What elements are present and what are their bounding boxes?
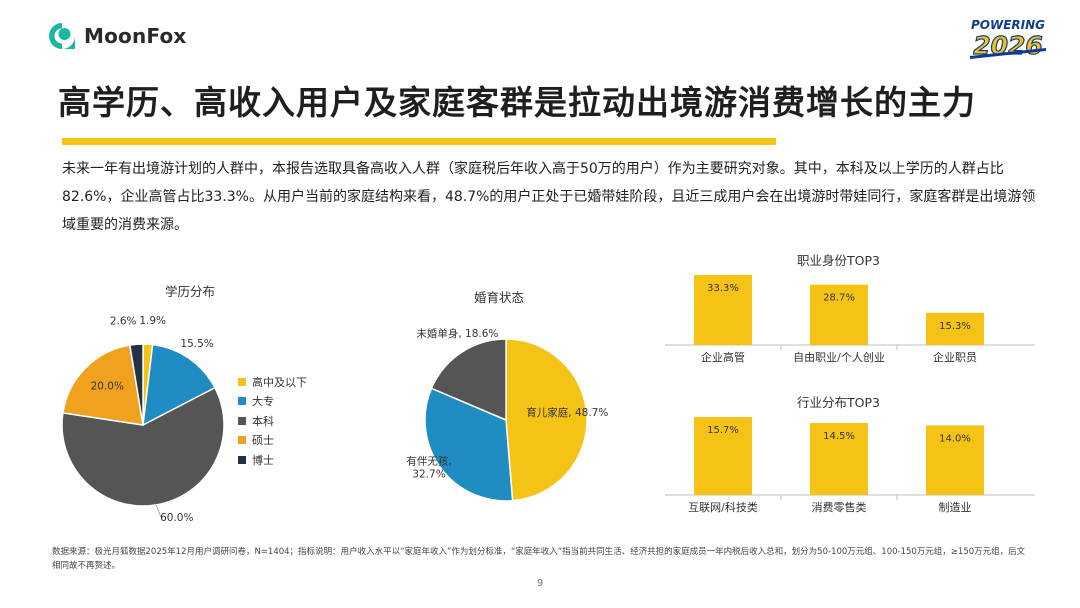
bar-value-0: 33.3%: [707, 283, 739, 294]
legend-item-3: 硕士: [238, 431, 307, 451]
legend-item-1: 大专: [238, 392, 307, 412]
bar-category-2: 制造业: [939, 500, 972, 514]
data-source-footnote: 数据来源：极光月狐数据2025年12月用户调研问卷，N=1404；指标说明：用户…: [52, 547, 1026, 571]
legend-label-0: 高中及以下: [252, 375, 307, 389]
bar-category-0: 企业高管: [701, 350, 745, 364]
legend-item-2: 本科: [238, 411, 307, 431]
legend-item-0: 高中及以下: [238, 372, 307, 392]
occupation-bar-chart: 33.3% 企业高管 28.7% 自由职业/个人创业 15.3% 企业职员: [665, 275, 1035, 364]
page-title: 高学历、高收入用户及家庭客群是拉动出境游消费增长的主力: [58, 83, 976, 122]
pie-slice-2: [61, 386, 225, 507]
bar-0: [694, 275, 752, 345]
pie-slice-3: [62, 344, 144, 426]
legend-item-4: 博士: [238, 450, 307, 470]
marital-pie-chart: 育儿家庭, 48.7% 有伴无孩,32.7% 未婚单身, 18.6%: [406, 327, 608, 502]
pie-label-0: 育儿家庭, 48.7%: [526, 406, 608, 419]
powering-2026-badge: POWERING 2026: [970, 18, 1046, 60]
legend-label-1: 大专: [252, 395, 274, 409]
legend-swatch-3: [238, 436, 246, 445]
legend-swatch-2: [238, 416, 246, 425]
legend-label-3: 硕士: [252, 434, 274, 448]
moonfox-logo-icon: [49, 23, 75, 49]
legend-swatch-1: [238, 397, 246, 406]
bar-0: [694, 417, 752, 495]
education-chart-title: 学历分布: [165, 284, 216, 299]
bar-value-2: 14.0%: [939, 433, 971, 444]
bar-value-2: 15.3%: [939, 321, 971, 332]
occupation-chart-title: 职业身份TOP3: [797, 253, 880, 268]
bar-2: [926, 312, 984, 345]
education-legend: 高中及以下大专本科硕士博士: [238, 372, 307, 470]
pie-label-2: 未婚单身, 18.6%: [416, 327, 498, 340]
bar-value-1: 14.5%: [823, 431, 855, 442]
pie-label-1: 15.5%: [180, 338, 213, 350]
pie-slice-1: [142, 343, 216, 427]
bar-1: [810, 423, 868, 495]
bar-category-1: 消费零售类: [812, 500, 867, 514]
intro-paragraph: 未来一年有出境游计划的人群中，本报告选取具备高收入人群（家庭税后年收入高于50万…: [62, 161, 1036, 233]
bar-value-0: 15.7%: [707, 425, 739, 436]
bar-2: [926, 425, 984, 495]
legend-label-2: 本科: [252, 414, 274, 428]
pie-slice-1: [424, 387, 514, 502]
pie-label-4: 2.6%: [110, 315, 137, 327]
bar-category-0: 互联网/科技类: [688, 500, 758, 514]
brand-name: MoonFox: [84, 24, 187, 48]
pie-slice-4: [128, 343, 144, 426]
pie-label-2: 60.0%: [160, 512, 193, 524]
education-pie-chart: 1.9% 15.5% 60.0% 20.0% 2.6%: [61, 315, 225, 524]
bar-value-1: 28.7%: [823, 293, 855, 304]
badge-top-text: POWERING: [971, 18, 1045, 32]
bar-1: [810, 284, 868, 345]
page-number: 9: [536, 578, 544, 589]
bar-category-2: 企业职员: [933, 350, 977, 364]
legend-label-4: 博士: [252, 453, 274, 467]
industry-bar-chart: 15.7% 互联网/科技类 14.5% 消费零售类 14.0% 制造业: [665, 417, 1035, 514]
pie-slice-0: [505, 338, 588, 502]
marital-chart-title: 婚育状态: [474, 290, 525, 305]
title-underline: [62, 138, 776, 145]
pie-leader-2: [155, 504, 162, 518]
pie-slice-2: [430, 338, 507, 422]
pie-value-1: 32.7%: [412, 469, 445, 481]
legend-swatch-0: [238, 377, 246, 386]
industry-chart-title: 行业分布TOP3: [797, 395, 880, 410]
legend-swatch-4: [238, 455, 246, 464]
pie-label-1: 有伴无孩,: [406, 455, 451, 468]
pie-label-0: 1.9%: [139, 315, 166, 327]
brand-logo: MoonFox: [48, 22, 187, 50]
pie-label-3: 20.0%: [91, 381, 124, 393]
bar-category-1: 自由职业/个人创业: [793, 350, 885, 364]
